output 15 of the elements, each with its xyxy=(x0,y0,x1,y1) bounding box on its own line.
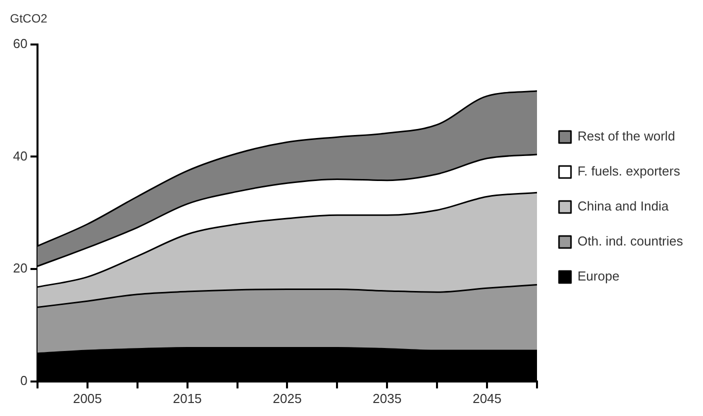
legend-label: F. fuels. exporters xyxy=(578,164,681,179)
x-tick-label: 2025 xyxy=(272,390,302,406)
legend-label: Europe xyxy=(578,268,620,284)
x-tick-label: 2035 xyxy=(372,390,402,406)
y-tick-label: 40 xyxy=(12,148,28,164)
x-tick-label: 2005 xyxy=(72,390,102,406)
x-tick-label: 2045 xyxy=(472,390,502,406)
legend-label: China and India xyxy=(578,198,670,214)
legend-label: Oth. ind. countries xyxy=(578,234,684,249)
y-tick-label: 20 xyxy=(12,260,28,276)
y-tick-label: 60 xyxy=(12,36,28,51)
y-tick-label: 0 xyxy=(20,372,28,388)
x-tick-label: 2015 xyxy=(172,390,202,406)
legend-label: Rest of the world xyxy=(578,128,676,144)
y-axis-title: GtCO2 xyxy=(10,12,48,26)
